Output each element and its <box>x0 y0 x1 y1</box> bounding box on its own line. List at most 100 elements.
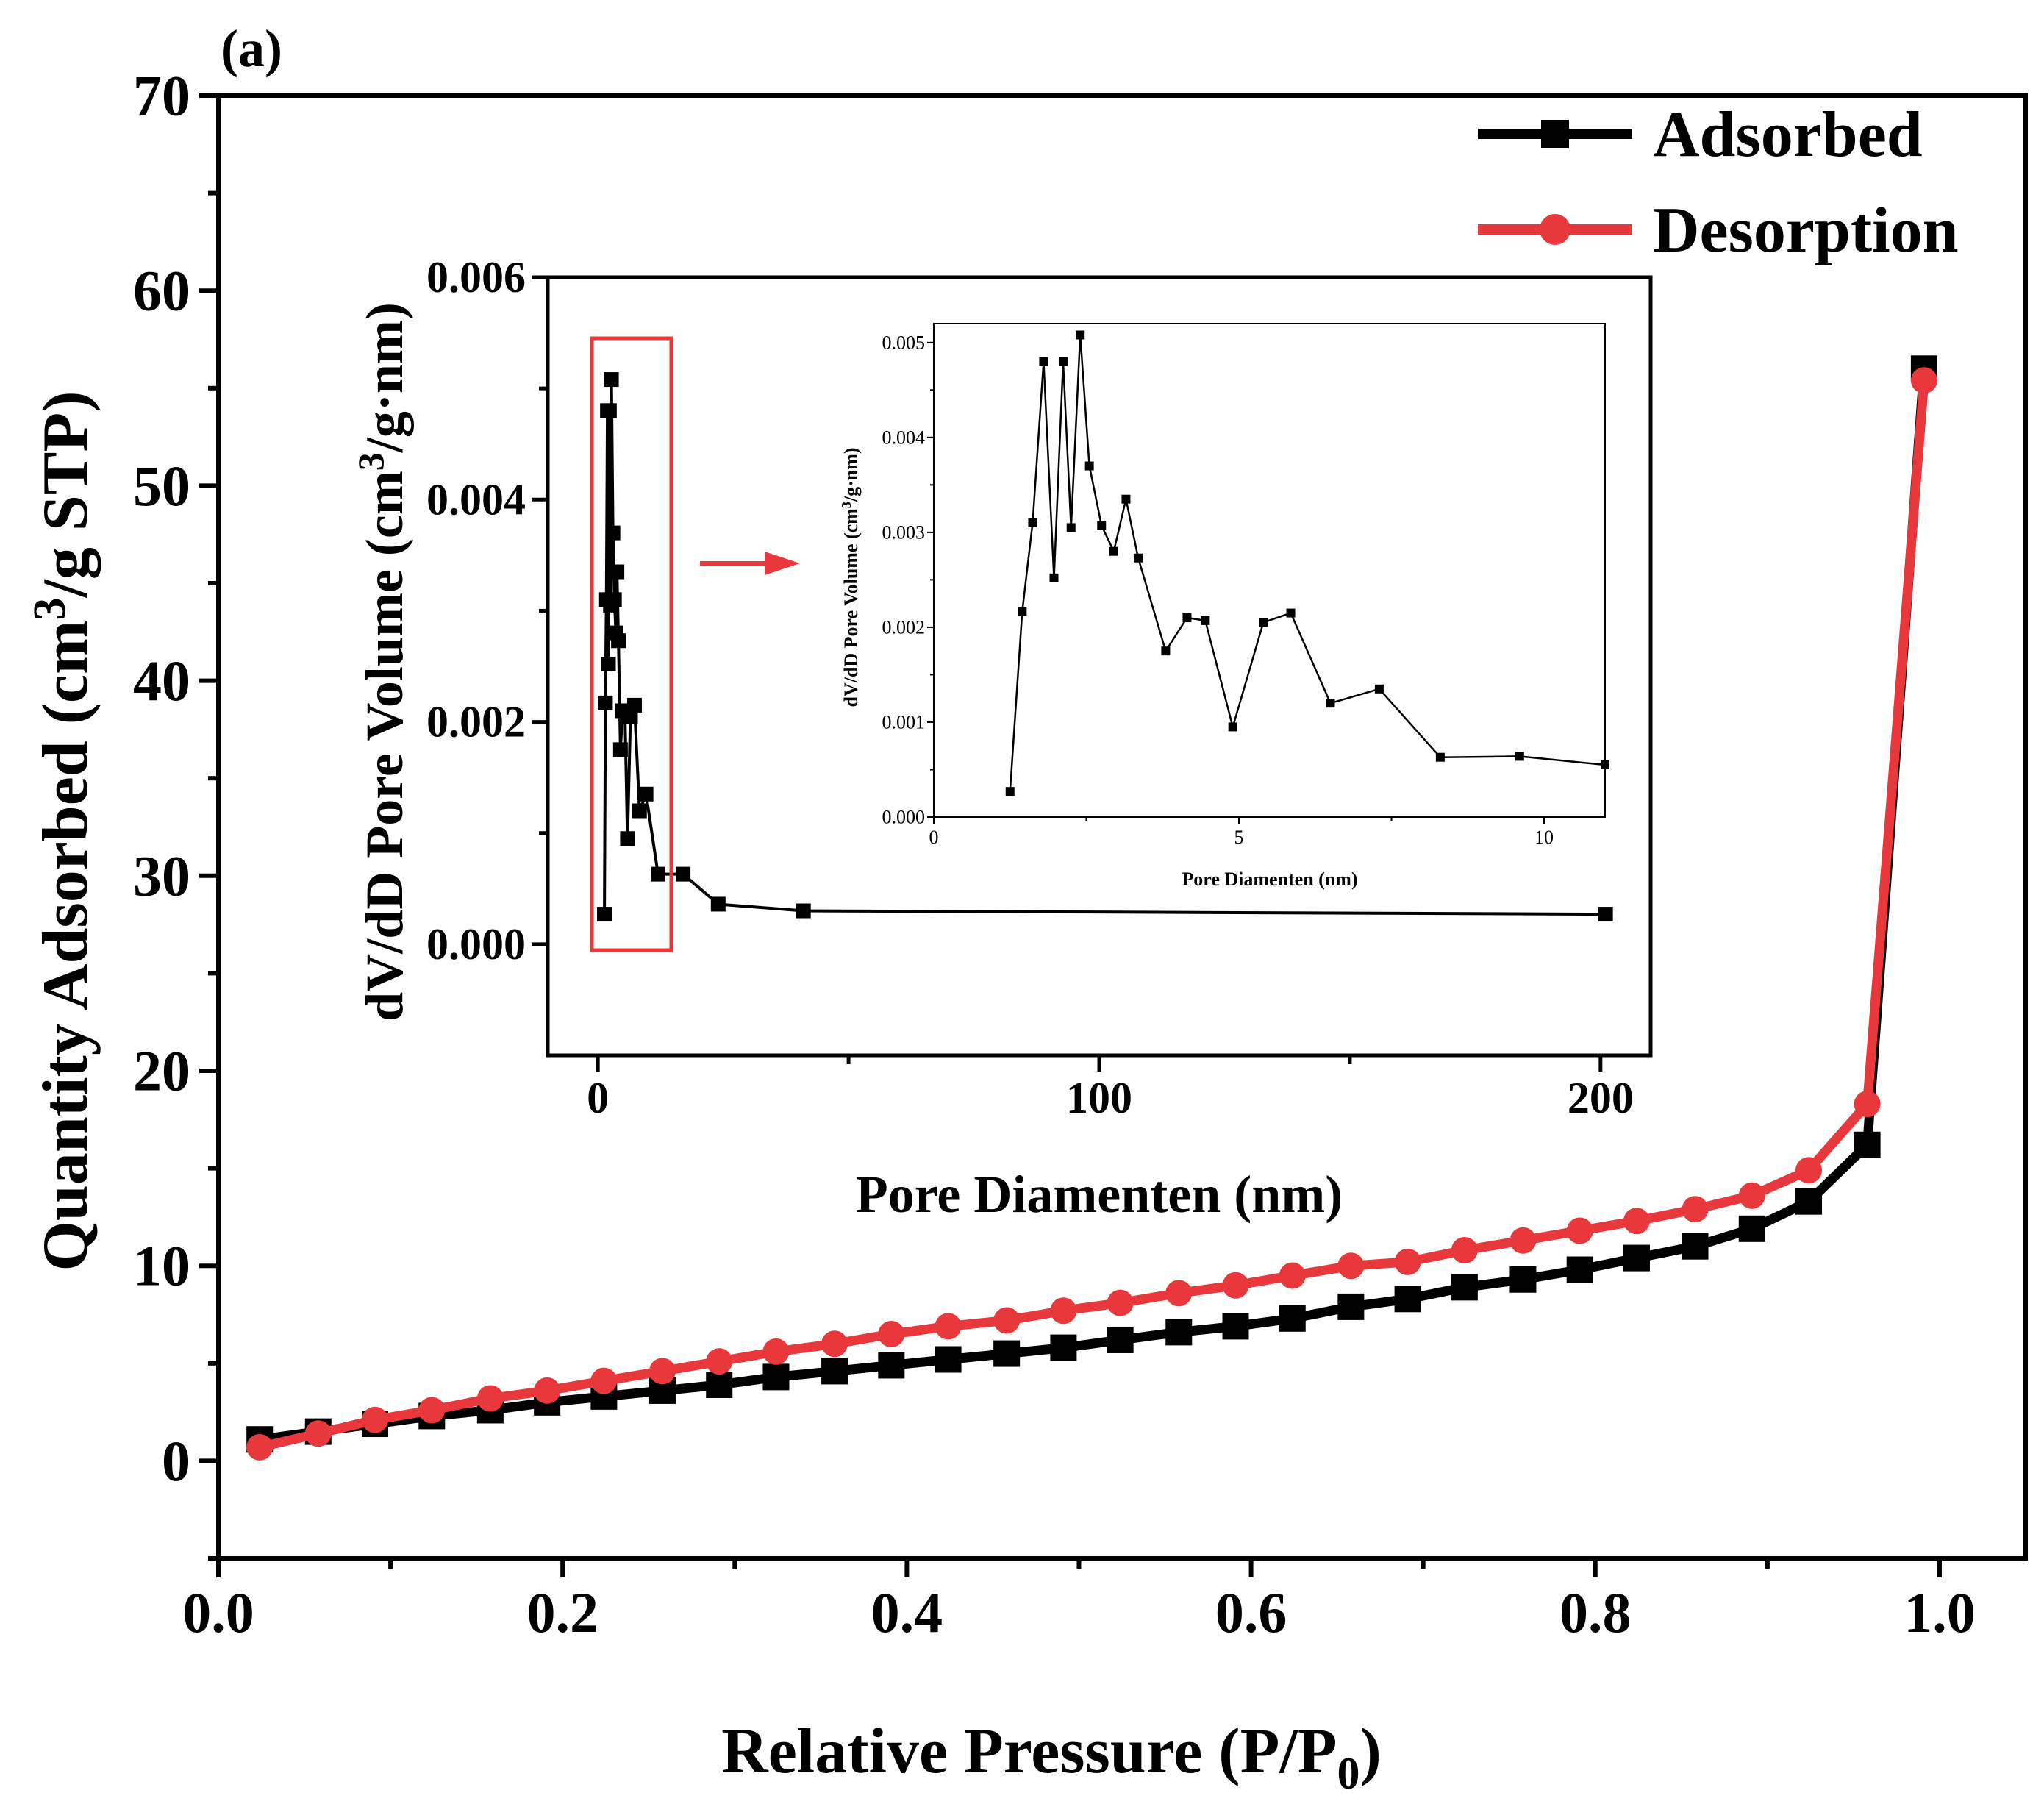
psd_zoom-dvdd-point <box>1121 494 1131 504</box>
psd-y-tick-label: 0.002 <box>426 698 526 746</box>
psd-series <box>597 372 1613 922</box>
isotherm-x-tick-label: 0.8 <box>1559 1580 1632 1644</box>
psd-x-tick-label: 100 <box>1066 1074 1132 1122</box>
psd_zoom-x-tick-label: 5 <box>1234 827 1244 848</box>
panel-label: (a) <box>221 19 282 78</box>
isotherm-adsorbed-point <box>1279 1305 1306 1332</box>
psd-dvdd-point <box>601 656 616 671</box>
psd-y-tick-label: 0.004 <box>426 475 526 524</box>
psd_zoom-dvdd-point <box>1058 357 1068 366</box>
psd-x-tick-label: 200 <box>1568 1074 1634 1122</box>
isotherm-desorption-point <box>1279 1262 1306 1289</box>
isotherm-adsorbed-point <box>1222 1313 1249 1340</box>
isotherm-desorption-point <box>1795 1157 1823 1184</box>
isotherm-desorption-point <box>418 1397 446 1424</box>
isotherm-y-tick-label: 40 <box>133 649 190 713</box>
isotherm-adsorbed-point <box>1107 1326 1134 1353</box>
psd_zoom-dvdd-point <box>1286 608 1296 618</box>
zoom-arrow-head <box>765 552 800 575</box>
isotherm-desorption-point <box>1566 1217 1593 1244</box>
psd-y-axis-label: dV/dD Pore Volume (cm3/g·nm) <box>350 302 414 1022</box>
isotherm-adsorbed-point <box>821 1358 848 1385</box>
isotherm-desorption-point <box>878 1321 905 1348</box>
isotherm-y-tick-label: 30 <box>133 844 190 908</box>
psd-dvdd-point <box>597 907 612 922</box>
psd-dvdd-point <box>1598 907 1613 922</box>
psd_zoom-dvdd-point <box>1076 330 1085 340</box>
isotherm-adsorbed-point <box>1509 1266 1537 1293</box>
isotherm-adsorbed-point <box>1795 1188 1823 1215</box>
psd-dvdd-point <box>638 786 654 802</box>
zoom-region-box <box>590 336 673 952</box>
psd_zoom-dvdd-point <box>1201 616 1210 625</box>
psd_zoom-x-tick-label: 10 <box>1534 827 1554 848</box>
isotherm-axes <box>216 93 2028 1561</box>
isotherm-desorption-point <box>1165 1280 1193 1307</box>
isotherm-y-tick-label: 0 <box>162 1429 190 1493</box>
isotherm-adsorbed-point <box>1738 1215 1765 1242</box>
isotherm-adsorbed-point <box>1165 1319 1193 1346</box>
psd-dvdd-point <box>607 592 622 607</box>
psd_zoom-dvdd-point <box>1049 573 1059 582</box>
isotherm-desorption-point <box>534 1377 561 1404</box>
isotherm-adsorbed-point <box>1854 1131 1881 1158</box>
isotherm-desorption-point <box>762 1338 790 1365</box>
isotherm-adsorbed-point <box>878 1352 905 1379</box>
isotherm-adsorbed-point <box>935 1346 962 1373</box>
legend-desorption-marker <box>1540 214 1570 245</box>
isotherm-desorption-point <box>993 1307 1021 1334</box>
isotherm-desorption-point <box>590 1367 618 1394</box>
psd_zoom-y-tick-label: 0.003 <box>882 521 926 543</box>
isotherm-x-tick-label: 1.0 <box>1904 1580 1976 1644</box>
isotherm-y-tick-label: 70 <box>133 64 190 128</box>
psd_zoom-plot-frame <box>933 323 1606 818</box>
isotherm-x-tick-label: 0.0 <box>182 1580 254 1644</box>
isotherm-adsorbed-point <box>1682 1233 1709 1260</box>
isotherm-desorption-point <box>246 1433 274 1461</box>
psd_zoom-dvdd-point <box>1182 613 1192 623</box>
isotherm-adsorbed-point <box>706 1371 733 1398</box>
zoom-axes <box>933 323 1606 818</box>
psd-dvdd-point <box>676 866 691 882</box>
isotherm-desorption-point <box>1682 1196 1709 1223</box>
isotherm-desorption-point <box>1337 1252 1365 1280</box>
psd-x-axis-label: Pore Diamenten (nm) <box>856 1165 1343 1224</box>
psd-dvdd-point <box>612 742 628 757</box>
isotherm-desorption-point <box>821 1330 848 1358</box>
isotherm-y-tick-label: 20 <box>133 1039 190 1103</box>
zoom-ticks: 0 5 10 0.000 0.001 0.002 0.003 0.004 0.005 <box>882 332 1554 848</box>
zoom-x-axis-label: Pore Diamenten (nm) <box>1182 869 1357 890</box>
isotherm-y-tick-label: 60 <box>133 259 190 323</box>
psd_zoom-dvdd-point <box>1228 722 1237 732</box>
psd_zoom-y-tick-label: 0.004 <box>882 427 926 448</box>
psd-y-tick-label: 0.000 <box>426 920 526 969</box>
psd_zoom-dvdd-point <box>1109 546 1118 556</box>
isotherm-desorption-point <box>1509 1227 1537 1254</box>
psd_zoom-dvdd-point <box>1374 684 1384 694</box>
zoom-y-axis-label: dV/dD Pore Volume (cm3/g·nm) <box>839 447 862 707</box>
psd_zoom-dvdd-point <box>1435 752 1445 762</box>
isotherm-x-tick-label: 0.6 <box>1215 1580 1287 1644</box>
isotherm-x-tick-label: 0.2 <box>526 1580 598 1644</box>
isotherm-desorption-point <box>1107 1289 1134 1316</box>
psd-dvdd-line <box>603 378 1606 916</box>
psd_zoom-dvdd-point <box>1601 760 1609 770</box>
psd_zoom-dvdd-point <box>1084 461 1094 471</box>
isotherm-desorption-point <box>1623 1208 1650 1235</box>
psd_zoom-dvdd-point <box>1326 699 1335 708</box>
psd-dvdd-point <box>611 633 626 649</box>
psd-dvdd-point <box>598 695 613 710</box>
isotherm-adsorbed-point <box>1394 1286 1421 1313</box>
isotherm-adsorbed-point <box>1623 1244 1650 1272</box>
legend: Adsorbed Desorption <box>1478 99 1959 266</box>
isotherm-adsorbed-point <box>1566 1256 1593 1283</box>
isotherm-y-tick-label: 10 <box>133 1234 190 1298</box>
psd-dvdd-point <box>601 403 617 418</box>
isotherm-adsorbed-point <box>1451 1274 1478 1301</box>
psd-dvdd-point <box>620 831 635 846</box>
isotherm-desorption-point <box>1910 367 1937 394</box>
psd-dvdd-point <box>651 866 665 882</box>
isotherm-desorption-point <box>706 1348 733 1375</box>
isotherm-adsorbed-point <box>1337 1293 1365 1320</box>
